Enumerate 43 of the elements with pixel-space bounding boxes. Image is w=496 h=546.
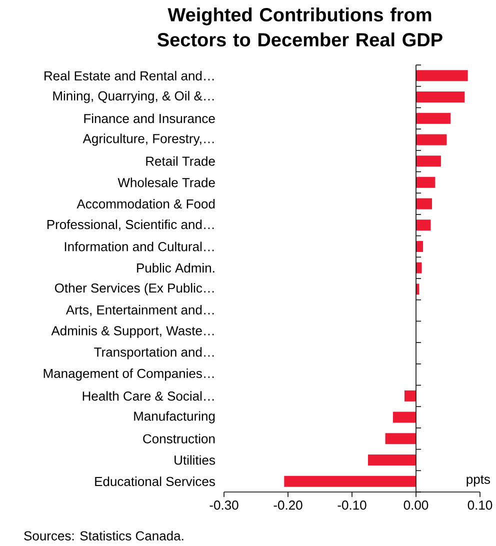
source-note: Sources: Statistics Canada. <box>24 530 184 540</box>
bar <box>416 262 422 274</box>
bar <box>284 476 416 487</box>
y-tick-label: Agriculture, Forestry,… <box>82 134 214 146</box>
y-tick-label: Mining, Quarrying, & Oil &… <box>53 90 214 104</box>
bar <box>416 220 431 231</box>
y-tick-label: Construction <box>143 434 215 444</box>
x-tick-label: -0.10 <box>338 500 366 510</box>
y-tick-label: Manufacturing <box>134 411 215 424</box>
bar <box>416 134 447 146</box>
x-tick-label: -0.20 <box>274 500 302 510</box>
y-tick-label: Retail Trade <box>146 156 215 166</box>
y-tick-label: Management of Companies… <box>44 368 214 381</box>
bar <box>416 176 436 188</box>
bar <box>416 156 441 167</box>
y-tick-label: Educational Services <box>95 476 215 486</box>
bar <box>385 433 416 444</box>
bar <box>416 240 424 252</box>
y-tick-label: Finance and Insurance <box>84 114 215 124</box>
bar <box>404 390 416 402</box>
bar <box>416 70 468 82</box>
x-tick-label: -0.30 <box>210 500 238 510</box>
y-tick-label: Professional, Scientific and… <box>47 220 214 231</box>
y-tick-label: Arts, Entertainment and… <box>66 304 214 316</box>
bar <box>416 198 432 210</box>
y-tick-label: Accommodation & Food <box>76 198 215 209</box>
y-tick-label: Transportation and… <box>94 347 214 360</box>
y-tick-label: Public Admin. <box>137 263 214 273</box>
bar <box>416 92 465 103</box>
y-tick-label: Utilities <box>174 455 215 465</box>
bar <box>416 112 451 124</box>
y-tick-label: Information and Cultural… <box>64 242 214 252</box>
bar <box>368 454 416 466</box>
y-tick-label: Wholesale Trade <box>118 178 215 188</box>
bar <box>392 412 416 423</box>
annotation: ppts <box>466 475 490 486</box>
y-tick-label: Real Estate and Rental and… <box>44 70 214 80</box>
y-tick-label: Health Care & Social… <box>82 391 214 401</box>
y-tick-label: Other Services (Ex Public… <box>54 283 214 296</box>
x-tick-label: 0.00 <box>404 500 428 510</box>
y-tick-label: Adminis & Support, Waste… <box>51 326 214 338</box>
x-tick-label: 0.10 <box>468 500 492 510</box>
chart-title: Weighted Contributions from Sectors to December Real GDP <box>157 8 442 46</box>
